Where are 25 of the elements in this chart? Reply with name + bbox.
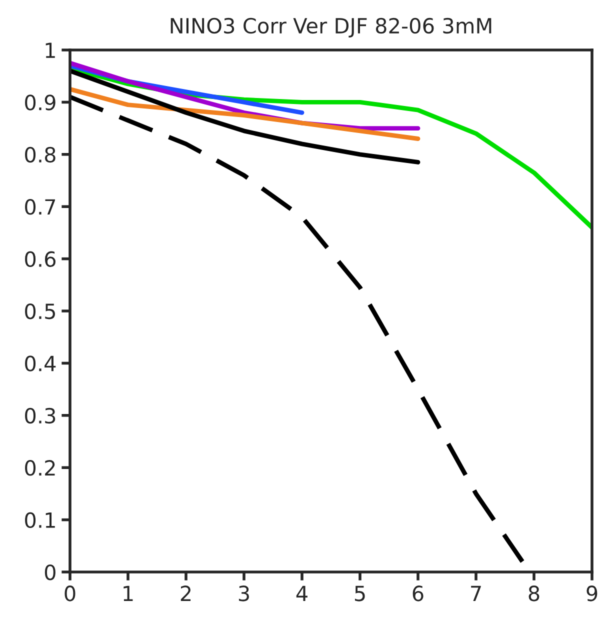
y-tick-label: 0.9 (25, 94, 56, 110)
y-tick-label: 0.5 (25, 303, 55, 320)
x-tick-label: 4 (296, 586, 308, 602)
x-tick-label: 0 (64, 586, 76, 602)
line-series (70, 68, 420, 164)
line-series (70, 86, 420, 141)
chart-title: NINO3 Corr Ver DJF 82-06 3mM (170, 18, 492, 38)
y-tick-label: 0.2 (25, 460, 55, 476)
x-tick-label: 1 (124, 586, 133, 602)
x-tick-label: 8 (528, 586, 540, 602)
x-tick-label: 5 (354, 586, 365, 602)
y-tick-label: 0.8 (25, 146, 56, 163)
y-tick-label: 0.3 (25, 408, 56, 424)
y-tick-label: 0.4 (25, 356, 56, 372)
line-series (70, 94, 525, 564)
x-tick-label: 9 (586, 586, 598, 602)
y-tick-label: 0.6 (25, 251, 56, 268)
y-tick-label: 0.1 (25, 512, 55, 528)
y-tick-label: 1 (46, 42, 55, 58)
y-tick-label: 0 (44, 564, 56, 580)
x-tick-label: 7 (471, 586, 481, 602)
x-tick-label: 2 (180, 586, 191, 602)
x-tick-label: 6 (412, 586, 424, 602)
y-tick-label: 0.7 (25, 199, 56, 215)
x-tick-label: 3 (238, 586, 249, 602)
